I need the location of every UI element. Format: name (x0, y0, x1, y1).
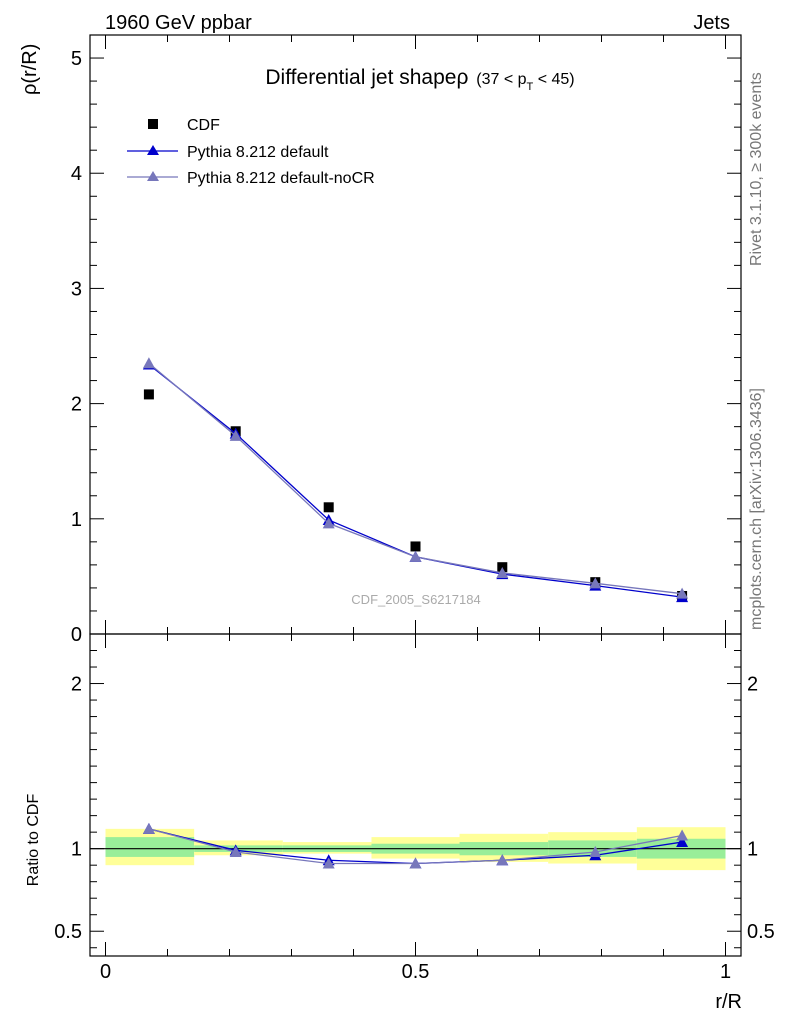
chart-title: Differential jet shapeρ (37 < pT < 45) (265, 66, 574, 93)
x-tick-label-0.5: 0.5 (402, 961, 430, 983)
side-label-mcplots: mcplots.cern.ch [arXiv:1306.3436] (748, 388, 765, 630)
x-tick-label-0: 0 (100, 961, 111, 983)
ratio-tick-label-right-2: 2 (747, 674, 758, 696)
series-2-point-0 (142, 357, 155, 369)
ratio-tick-label-left-1: 1 (71, 839, 82, 861)
legend-marker-default (147, 145, 159, 155)
header-right: Jets (693, 12, 730, 34)
series-2-point-1 (229, 429, 242, 441)
cdf-point-0 (143, 389, 154, 400)
y-tick-label-3: 3 (71, 278, 82, 300)
chart-title-main: Differential jet shapeρ (265, 66, 468, 89)
series-0 (143, 389, 688, 601)
series-line-1 (148, 363, 683, 598)
legend-marker-nocr (147, 171, 159, 181)
legend-marker-cdf (148, 119, 158, 129)
y-tick-label-1: 1 (71, 509, 82, 531)
ratio-tick-label-right-1: 1 (747, 839, 758, 861)
ratio-tick-label-right-0.5: 0.5 (747, 921, 775, 943)
legend-label-cdf: CDF (187, 117, 220, 134)
ratio-y-axis-label: Ratio to CDF (25, 794, 42, 887)
chart-title-cut-close: < 45) (533, 71, 574, 88)
y-axis-label: ρ(r/R) (19, 44, 41, 95)
ratio-series-1-point-0 (142, 822, 155, 834)
legend-label-nocr: Pythia 8.212 default-noCR (187, 170, 375, 187)
series-2-point-6 (676, 587, 689, 599)
ratio-tick-label-left-0.5: 0.5 (54, 921, 82, 943)
ratio-series-1 (142, 822, 689, 869)
ratio-series-1-point-3 (409, 857, 422, 869)
cdf-point-3 (410, 541, 421, 552)
y-tick-label-4: 4 (71, 163, 82, 185)
side-label-rivet: Rivet 3.1.10, ≥ 300k events (748, 72, 765, 266)
series-2-point-5 (589, 577, 602, 589)
y-tick-label-5: 5 (71, 48, 82, 70)
ratio-band-green-0 (105, 837, 195, 857)
header-left: 1960 GeV ppbar (105, 12, 252, 34)
legend-label-default: Pythia 8.212 default (187, 144, 329, 161)
y-tick-label-2: 2 (71, 394, 82, 416)
series-2 (142, 357, 689, 599)
ratio-plot-frame (89, 633, 742, 957)
ratio-tick-label-left-2: 2 (71, 674, 82, 696)
chart-title-cut-open: (37 < p (476, 71, 526, 88)
legend: CDF Pythia 8.212 default Pythia 8.212 de… (127, 117, 375, 187)
x-tick-label-1: 1 (720, 961, 731, 983)
series-2-point-3 (409, 550, 422, 562)
ratio-series-0-point-6 (676, 836, 689, 848)
y-tick-label-0: 0 (71, 624, 82, 646)
series-2-point-4 (496, 566, 509, 578)
x-axis-label: r/R (715, 991, 742, 1013)
ratio-series-1-point-5 (589, 845, 602, 857)
series-2-point-2 (322, 517, 335, 529)
ratio-series-1-point-1 (229, 845, 242, 857)
cdf-point-2 (323, 502, 334, 513)
ratio-series-1-point-4 (496, 854, 509, 866)
ratio-series-1-point-6 (676, 829, 689, 841)
plot-layer: 1 2 3 4 5 0 0.5 0.5 1 1 2 2 0 0.5 1 (54, 34, 775, 983)
analysis-label: CDF_2005_S6217184 (351, 592, 480, 607)
chart-title-cut-sub: T (527, 81, 534, 93)
series-1 (142, 358, 689, 603)
ratio-series-1-point-2 (322, 857, 335, 869)
